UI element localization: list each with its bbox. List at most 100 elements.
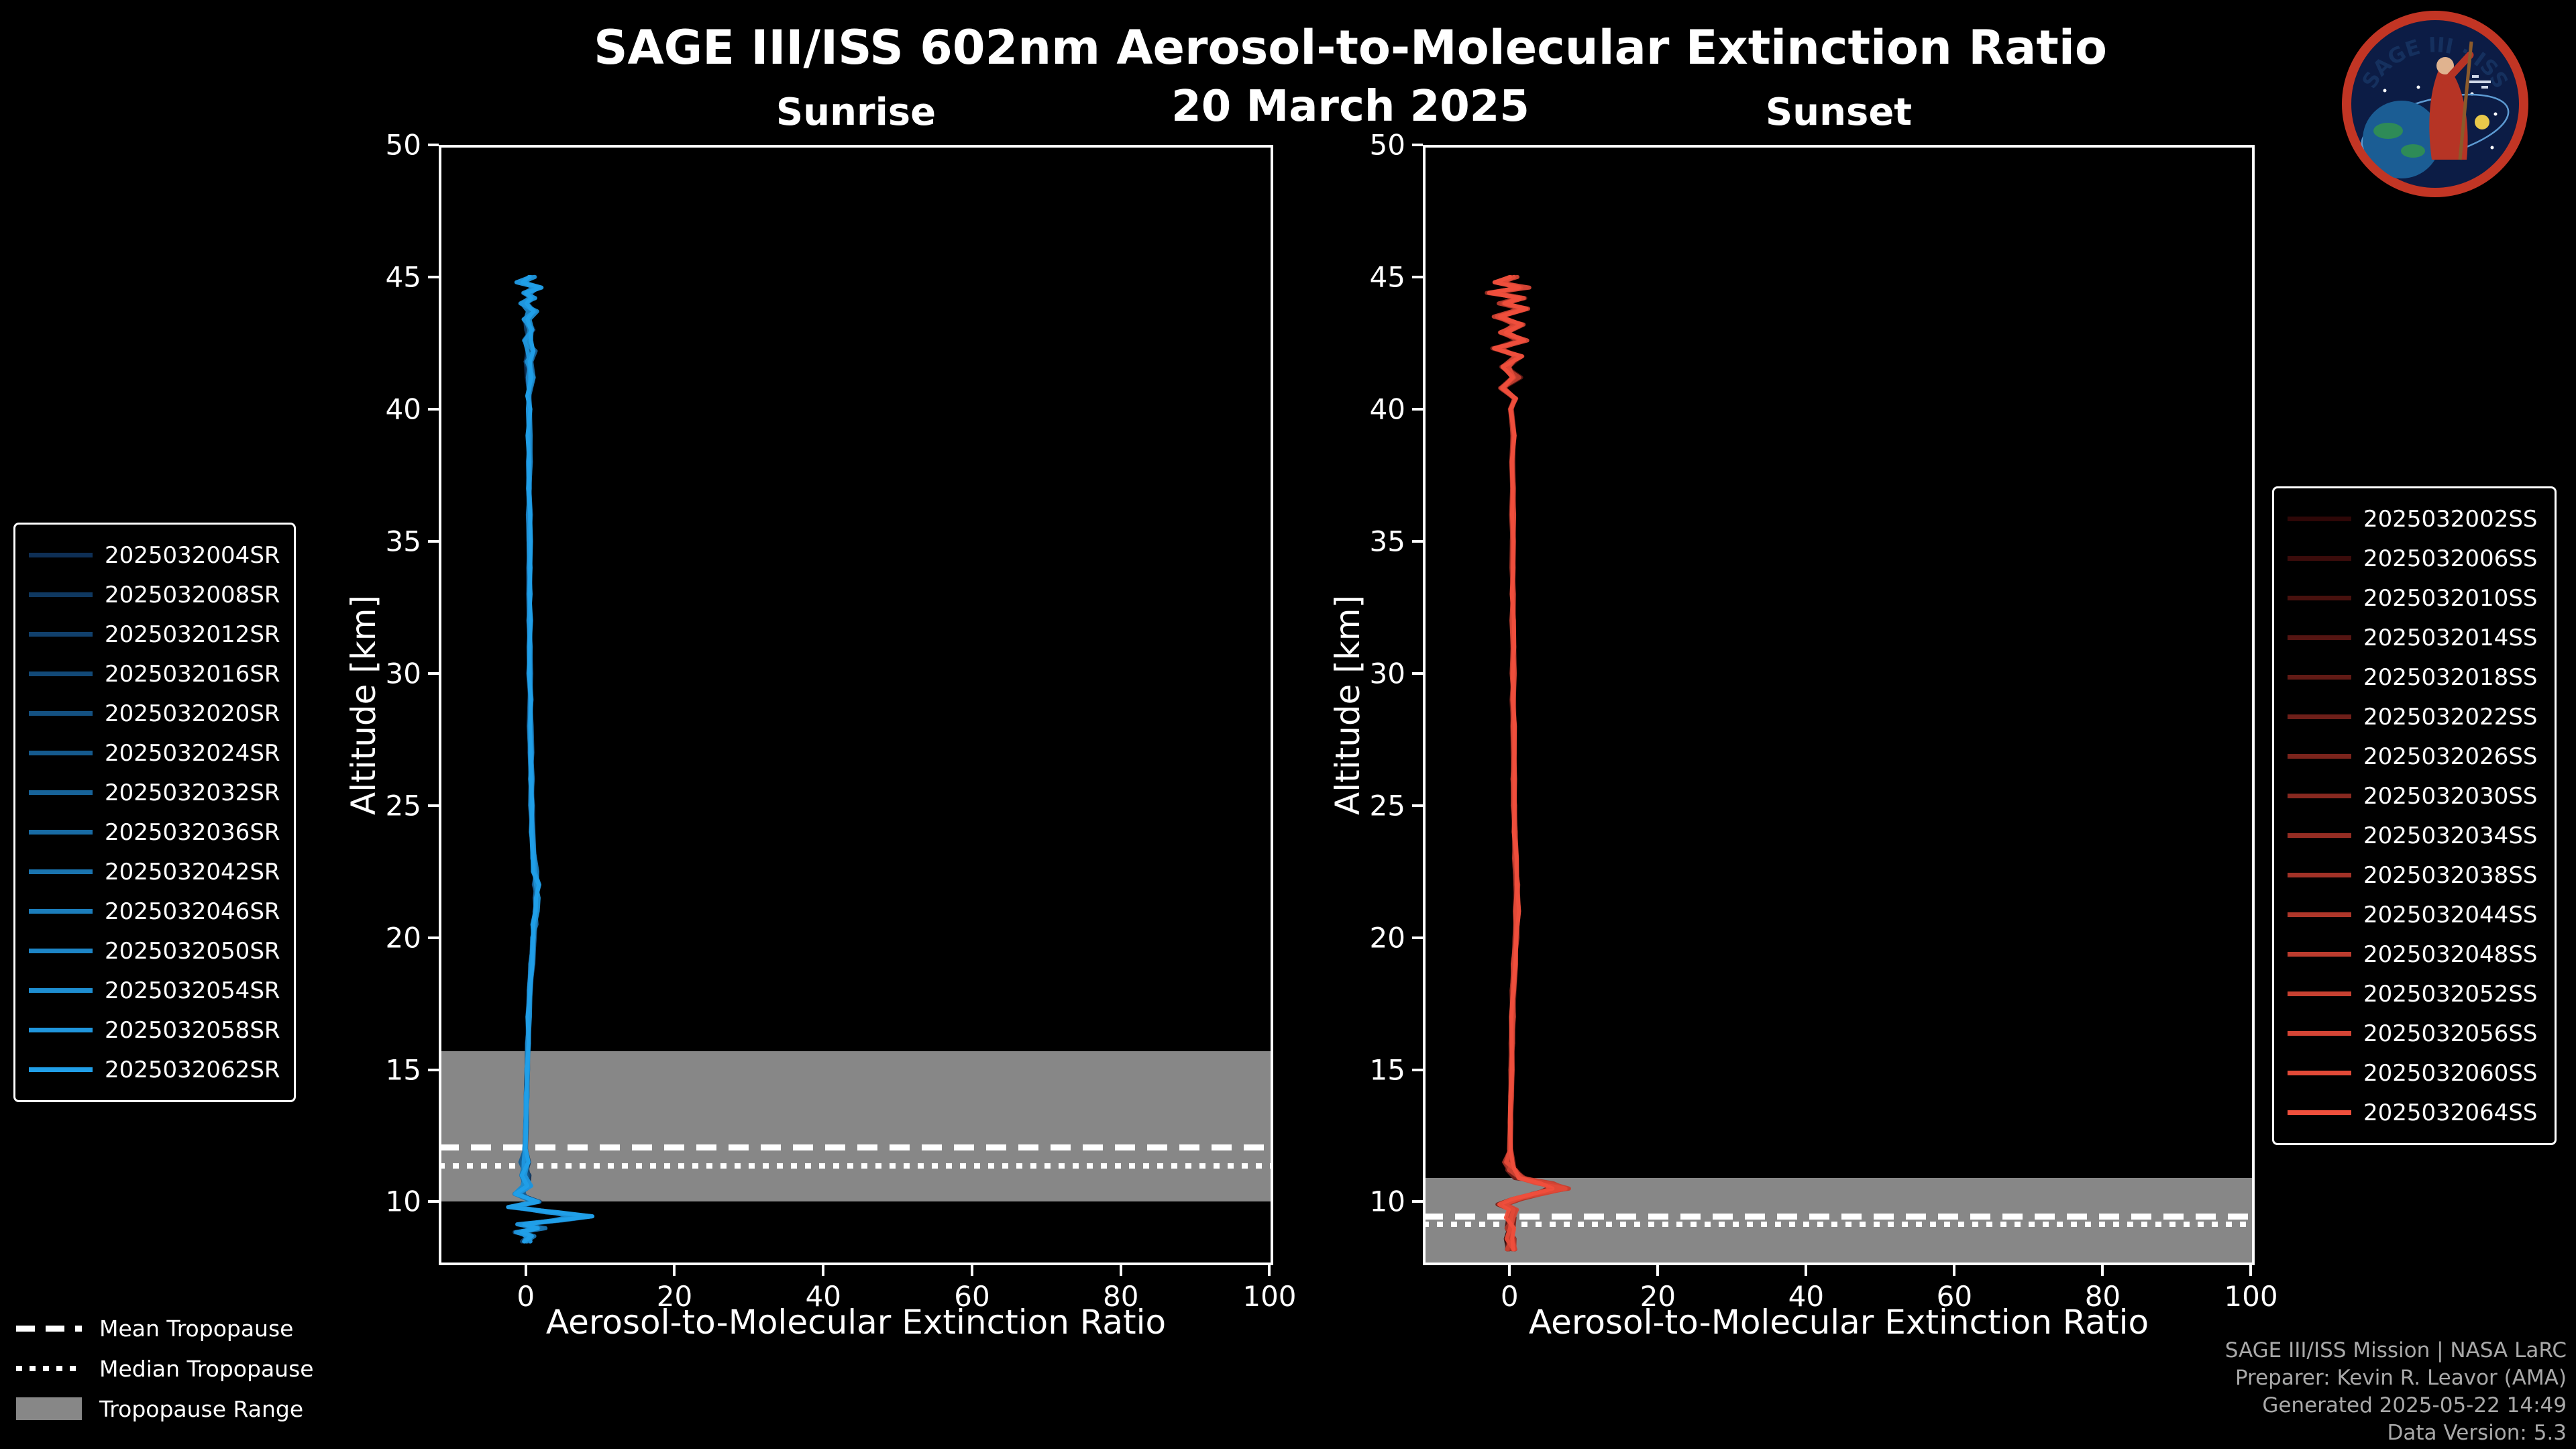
legend-label: 2025032058SR [105, 1016, 280, 1044]
legend-item: 2025032038SS [2288, 855, 2541, 895]
profile-line [1485, 274, 1558, 1252]
legend-label: 2025032038SS [2363, 861, 2538, 889]
mission-patch-logo: SAGE III · ISS [2342, 11, 2528, 197]
legend-label: 2025032052SS [2363, 980, 2538, 1008]
legend-item: 2025032060SS [2288, 1053, 2541, 1093]
footer-generated: Generated 2025-05-22 14:49 [2262, 1393, 2567, 1417]
profile-line [1489, 274, 1554, 1252]
legend-line-sample [2288, 912, 2351, 917]
sunset-x-axis-label: Aerosol-to-Molecular Extinction Ratio [1528, 1303, 2149, 1342]
legend-label: 2025032036SR [105, 818, 280, 846]
profile-line [1487, 274, 1554, 1252]
legend-label: 2025032012SR [105, 621, 280, 648]
legend-label: 2025032016SR [105, 660, 280, 688]
legend-line-sample [2288, 596, 2351, 600]
y-tick-label: 30 [1369, 657, 1405, 690]
legend-item: 2025032026SS [2288, 737, 2541, 776]
profile-line [1491, 274, 1556, 1252]
profile-line [506, 274, 594, 1244]
legend-line-sample [29, 711, 93, 716]
sunrise-panel: Sunrise Altitude [km] Aerosol-to-Molecul… [344, 91, 1297, 1342]
y-tick-label: 25 [1369, 789, 1405, 822]
y-tick-label: 10 [1369, 1185, 1405, 1218]
legend-line-sample [29, 909, 93, 914]
legend-item: 2025032052SS [2288, 974, 2541, 1014]
y-tick-label: 20 [385, 921, 421, 955]
footer-data-version: Data Version: 5.3 [2387, 1421, 2567, 1445]
profile-line [511, 274, 578, 1244]
legend-line-sample [29, 869, 93, 874]
profile-line [506, 274, 582, 1244]
profile-line [1488, 274, 1568, 1252]
sunset-legend: 2025032002SS 2025032006SS 2025032010SS 2025… [2272, 486, 2557, 1145]
legend-line-sample [2288, 754, 2351, 759]
profile-line [1490, 274, 1560, 1252]
legend-line-sample [29, 751, 93, 755]
legend-item: 2025032054SR [29, 971, 280, 1010]
legend-row-tropopause-range: Tropopause Range [16, 1390, 314, 1428]
legend-line-sample [2288, 635, 2351, 640]
y-tick-label: 35 [1369, 525, 1405, 558]
legend-item: 2025032062SR [29, 1050, 280, 1089]
y-tick-label: 10 [385, 1185, 421, 1218]
legend-line-sample [29, 553, 93, 557]
sunset-y-axis-label: Altitude [km] [1328, 595, 1367, 815]
legend-line-sample [29, 1067, 93, 1072]
legend-line-sample [29, 1028, 93, 1032]
legend-line-sample [2288, 517, 2351, 521]
profile-line [511, 274, 582, 1244]
profile-line [511, 274, 580, 1244]
profile-line [1491, 274, 1571, 1252]
legend-label: 2025032056SS [2363, 1020, 2538, 1047]
legend-row-mean-tropopause: Mean Tropopause [16, 1309, 314, 1347]
patch-earth [2363, 101, 2440, 178]
y-tick-label: 50 [385, 128, 421, 162]
legend-label: 2025032014SS [2363, 624, 2538, 651]
y-tick-label: 35 [385, 525, 421, 558]
profile-line [1487, 274, 1571, 1252]
profile-line [1492, 274, 1568, 1252]
mean-tropopause-line [1423, 1213, 2255, 1220]
legend-item: 2025032012SR [29, 614, 280, 654]
legend-line-sample [2288, 1071, 2351, 1075]
legend-label: 2025032034SS [2363, 822, 2538, 849]
sunrise-legend: 2025032004SR 2025032008SR 2025032012SR 2025… [13, 523, 296, 1102]
profile-line [1492, 274, 1555, 1252]
legend-line-sample [29, 632, 93, 637]
legend-line-sample [29, 672, 93, 676]
legend-label: 2025032026SS [2363, 743, 2538, 770]
legend-line-sample [29, 988, 93, 993]
sunset-panel: Sunset Altitude [km] Aerosol-to-Molecula… [1328, 91, 2278, 1342]
legend-item: 2025032016SR [29, 654, 280, 694]
legend-item: 2025032018SS [2288, 657, 2541, 697]
profile-line [506, 274, 583, 1244]
profile-line [506, 274, 573, 1244]
legend-label: 2025032008SR [105, 581, 280, 608]
legend-label: 2025032050SR [105, 937, 280, 965]
y-tick-label: 40 [385, 392, 421, 426]
page-date: 20 March 2025 [1171, 82, 1529, 131]
y-tick-label: 25 [385, 789, 421, 822]
y-tick-label: 20 [1369, 921, 1405, 955]
legend-label: 2025032010SS [2363, 584, 2538, 612]
profile-line [506, 274, 575, 1244]
y-tick-label: 30 [385, 657, 421, 690]
legend-item: 2025032056SS [2288, 1014, 2541, 1053]
profile-line [1487, 274, 1555, 1252]
footer-mission: SAGE III/ISS Mission | NASA LaRC [2224, 1338, 2567, 1362]
legend-line-sample [2288, 1031, 2351, 1036]
legend-item: 2025032022SS [2288, 697, 2541, 737]
legend-item: 2025032024SR [29, 733, 280, 773]
legend-item: 2025032030SS [2288, 776, 2541, 816]
legend-label: 2025032030SS [2363, 782, 2538, 810]
legend-label: 2025032064SS [2363, 1099, 2538, 1126]
legend-item: 2025032044SS [2288, 895, 2541, 934]
profile-line [1487, 274, 1568, 1252]
legend-line-sample [2288, 714, 2351, 719]
dotted-line-sample [16, 1366, 82, 1371]
legend-label: 2025032062SR [105, 1056, 280, 1083]
legend-line-sample [29, 790, 93, 795]
median-tropopause-line [1423, 1221, 2255, 1227]
legend-label: 2025032018SS [2363, 663, 2538, 691]
